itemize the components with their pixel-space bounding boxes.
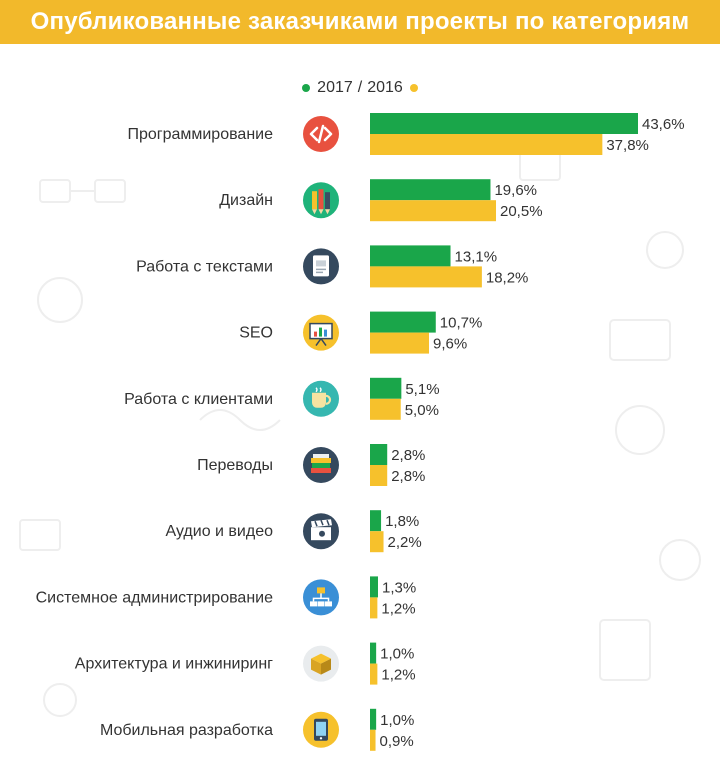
category-label: Дизайн	[219, 192, 273, 209]
data-label-2016: 1,2%	[381, 600, 415, 617]
data-label-2017: 2,8%	[391, 447, 425, 464]
bar-2016	[370, 465, 388, 486]
bar-2017	[370, 113, 638, 134]
category-label: Программирование	[127, 126, 273, 143]
bar-2017	[370, 642, 377, 664]
clapperboard-icon	[303, 513, 339, 550]
data-label-2017: 1,3%	[382, 579, 416, 596]
data-label-2016: 20,5%	[500, 203, 543, 220]
pencils-icon	[303, 182, 339, 219]
category-label: Архитектура и инжиниринг	[75, 656, 273, 673]
legend-separator: /	[357, 79, 363, 96]
data-label-2016: 9,6%	[433, 336, 467, 353]
bar-2017	[370, 510, 382, 532]
presentation-chart-icon	[303, 314, 339, 351]
category-label: Работа с текстами	[136, 258, 273, 275]
bar-2016	[370, 663, 378, 685]
bar-2016	[370, 597, 378, 619]
books-icon	[303, 447, 339, 483]
bar-2016	[370, 729, 376, 751]
data-label-2017: 13,1%	[455, 248, 498, 265]
data-label-2016: 2,8%	[391, 468, 425, 485]
data-label-2017: 1,8%	[385, 513, 419, 530]
bar-2016	[370, 134, 603, 155]
category-label: Аудио и видео	[165, 523, 273, 540]
legend-label-2016: 2016	[367, 79, 403, 96]
header-banner: Опубликованные заказчиками проекты по ка…	[0, 0, 720, 44]
bar-2017	[370, 311, 436, 333]
bar-2017	[370, 377, 402, 399]
bar-2016	[370, 266, 482, 288]
data-label-2016: 37,8%	[606, 137, 649, 154]
bar-2017	[370, 444, 388, 465]
cube-icon	[303, 645, 339, 682]
data-label-2017: 1,0%	[380, 646, 414, 663]
legend-item-2016: 2016	[367, 79, 418, 97]
bar-2016	[370, 332, 430, 354]
bar-2017	[370, 179, 491, 201]
bar-2016	[370, 531, 384, 553]
data-label-2017: 1,0%	[380, 712, 414, 729]
legend-swatch-2016	[409, 84, 418, 92]
bar-2017	[370, 708, 377, 730]
data-label-2017: 10,7%	[440, 315, 483, 332]
bar-2017	[370, 245, 451, 267]
legend-label-2017: 2017	[317, 79, 353, 96]
legend-item-2017: 2017	[302, 79, 353, 97]
data-label-2016: 2,2%	[388, 534, 422, 551]
data-label-2016: 5,0%	[405, 402, 439, 419]
bar-2017	[370, 576, 378, 598]
data-label-2016: 0,9%	[380, 733, 414, 750]
data-label-2017: 5,1%	[405, 381, 439, 398]
bar-2016	[370, 200, 497, 222]
data-label-2016: 18,2%	[486, 269, 529, 286]
legend: 2017 / 2016	[0, 78, 720, 98]
data-label-2017: 19,6%	[494, 182, 537, 199]
network-icon	[303, 579, 339, 616]
category-label: SEO	[239, 325, 273, 342]
bar-2016	[370, 398, 401, 420]
category-label: Мобильная разработка	[100, 722, 273, 739]
coffee-cup-icon	[303, 380, 339, 417]
chart-title: Опубликованные заказчиками проекты по ка…	[30, 8, 690, 35]
legend-swatch-2017	[302, 84, 311, 92]
category-label: Переводы	[197, 457, 273, 474]
document-icon	[303, 248, 339, 285]
data-label-2016: 1,2%	[381, 667, 415, 684]
code-icon	[303, 116, 339, 152]
data-label-2017: 43,6%	[642, 116, 685, 133]
mobile-phone-icon	[303, 711, 339, 748]
category-label: Работа с клиентами	[124, 391, 273, 408]
category-label: Системное администрирование	[36, 589, 274, 606]
